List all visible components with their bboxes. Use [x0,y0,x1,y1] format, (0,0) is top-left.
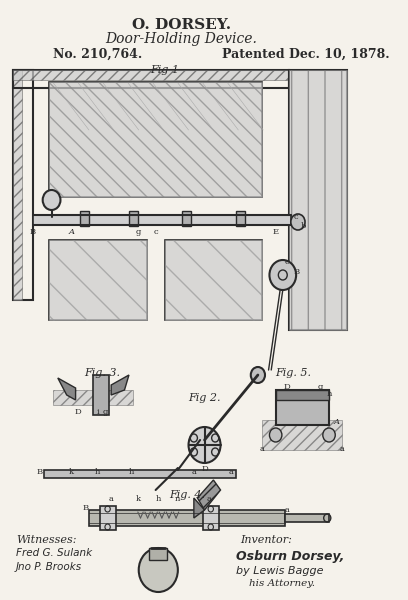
Bar [13,70,289,80]
Bar [203,506,219,530]
Circle shape [43,190,60,210]
Bar [49,240,147,320]
Text: a: a [109,495,113,503]
Text: k: k [135,495,140,503]
Text: Jno P. Brooks: Jno P. Brooks [16,562,82,572]
Text: Fig. 3.: Fig. 3. [84,368,120,378]
Bar [13,70,289,88]
Text: b: b [301,222,306,230]
Text: his Attorney.: his Attorney. [249,579,315,588]
Bar [100,506,115,530]
Text: a: a [191,468,196,476]
Bar [13,70,33,300]
Text: h: h [129,468,134,476]
Bar [164,240,262,320]
Bar [44,470,236,478]
Bar [149,548,167,560]
Text: B: B [30,228,36,236]
Text: D: D [201,465,208,473]
Bar [236,211,244,226]
Bar [49,240,147,320]
Circle shape [291,214,305,230]
Text: g: g [135,228,140,236]
Bar [89,510,284,526]
Text: g: g [317,383,323,391]
Bar [262,420,342,450]
Text: No. 210,764.: No. 210,764. [53,48,143,61]
Bar [80,211,89,226]
Bar [182,211,191,226]
Circle shape [269,428,282,442]
Text: c: c [293,213,298,221]
Bar [289,70,347,330]
Bar [284,514,329,522]
Bar [276,390,329,400]
Text: Patented Dec. 10, 1878.: Patented Dec. 10, 1878. [222,48,390,61]
Circle shape [139,548,178,592]
Bar [33,215,291,225]
Text: Osburn Dorsey,: Osburn Dorsey, [236,550,344,563]
Bar [53,390,133,405]
Text: a: a [206,495,211,503]
Bar [49,82,262,197]
Polygon shape [197,480,221,510]
Text: Fig 2.: Fig 2. [188,393,221,403]
Circle shape [269,260,296,290]
Text: Fred G. Sulank: Fred G. Sulank [16,548,92,558]
Text: A: A [333,418,339,426]
Text: i: i [97,408,99,416]
Text: Inventor:: Inventor: [240,535,292,545]
Text: A: A [68,228,74,236]
Text: O. DORSEY.: O. DORSEY. [132,18,231,32]
Text: h: h [95,468,100,476]
Text: Door-Holding Device.: Door-Holding Device. [106,32,257,46]
Bar [93,375,109,415]
Text: B: B [37,468,43,476]
Text: k: k [69,468,74,476]
Text: D: D [75,408,82,416]
Text: B: B [83,504,89,512]
Text: a: a [284,506,289,514]
Text: B: B [293,268,299,276]
Text: a: a [340,445,345,453]
Polygon shape [58,378,75,400]
Circle shape [251,367,265,383]
Text: h: h [155,495,161,503]
Bar [13,70,22,300]
Text: a: a [260,445,265,453]
Text: c: c [153,228,158,236]
Bar [289,70,347,330]
Text: n: n [175,495,181,503]
Text: Witnesses:: Witnesses: [16,535,77,545]
Polygon shape [194,498,204,518]
Text: Fig. 4.: Fig. 4. [169,490,205,500]
Text: E: E [273,228,279,236]
Circle shape [323,428,335,442]
Text: h: h [326,390,332,398]
Bar [129,211,138,226]
Polygon shape [111,375,129,395]
Text: by Lewis Bagge: by Lewis Bagge [236,566,323,576]
Bar [276,390,329,425]
Text: Fig 1: Fig 1 [150,65,179,75]
Bar [164,240,262,320]
Circle shape [188,427,221,463]
Text: e: e [284,258,289,266]
Text: g: g [102,408,108,416]
Text: D: D [284,383,290,391]
Bar [49,82,262,197]
Text: a: a [229,468,234,476]
Text: Fig. 5.: Fig. 5. [275,368,311,378]
